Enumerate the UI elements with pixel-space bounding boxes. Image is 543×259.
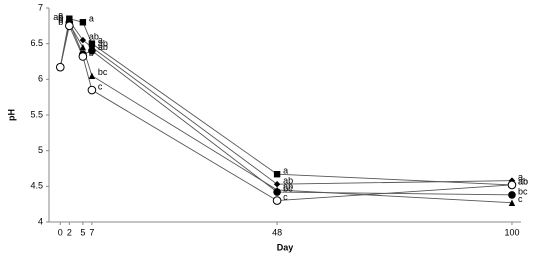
data-label: ab (53, 12, 63, 22)
x-tick-label: 0 (58, 227, 63, 237)
marker (507, 180, 517, 190)
y-tick-label: 6 (38, 74, 43, 84)
x-tick-label: 5 (80, 227, 85, 237)
y-tick-label: 4.5 (30, 181, 43, 191)
data-label: c (518, 194, 523, 204)
marker (273, 171, 281, 178)
x-axis-title: Day (277, 242, 294, 252)
marker (88, 47, 96, 55)
x-tick-label: 2 (67, 227, 72, 237)
marker (273, 180, 281, 188)
data-label: a (58, 10, 63, 20)
x-tick-label: 7 (89, 227, 94, 237)
data-label: b (89, 48, 94, 58)
data-label: b (89, 39, 94, 49)
data-label: c (283, 192, 288, 202)
series-line (59, 24, 512, 202)
y-tick-label: 5.5 (30, 109, 43, 119)
x-tick-label: 100 (504, 227, 519, 237)
data-label: ab (283, 181, 293, 191)
data-label: b (58, 17, 63, 27)
data-label: bc (98, 67, 108, 77)
marker (508, 199, 516, 206)
marker (273, 188, 281, 196)
marker (55, 62, 65, 72)
marker (87, 85, 97, 95)
x-tick-label: 48 (272, 227, 282, 237)
data-label: c (98, 81, 103, 91)
marker (79, 36, 87, 44)
data-label: a (98, 35, 103, 45)
series-line (59, 19, 512, 185)
y-tick-label: 4 (38, 216, 43, 226)
data-label: a (283, 166, 288, 176)
data-label: ab (89, 31, 99, 41)
marker (272, 196, 282, 205)
marker (79, 44, 87, 51)
data-label: ab (518, 176, 528, 186)
data-label: a (518, 172, 523, 182)
data-label: b (58, 14, 63, 24)
marker (78, 52, 88, 61)
marker (508, 191, 516, 199)
data-label: ab (283, 176, 293, 186)
series-line (59, 18, 512, 186)
marker (79, 19, 87, 26)
marker (65, 21, 74, 31)
data-label: ab (98, 42, 108, 52)
y-axis-title: pH (6, 109, 16, 121)
marker (88, 72, 96, 79)
marker (88, 40, 96, 47)
data-label: ab (98, 39, 108, 49)
data-label: ab (518, 176, 528, 186)
data-label: b (58, 15, 63, 25)
y-tick-label: 7 (38, 2, 43, 12)
y-tick-label: 5 (38, 145, 43, 155)
data-label: bc (518, 186, 528, 196)
data-label: a (89, 14, 94, 24)
data-label: bc (283, 183, 293, 193)
y-tick-label: 6.5 (30, 38, 43, 48)
